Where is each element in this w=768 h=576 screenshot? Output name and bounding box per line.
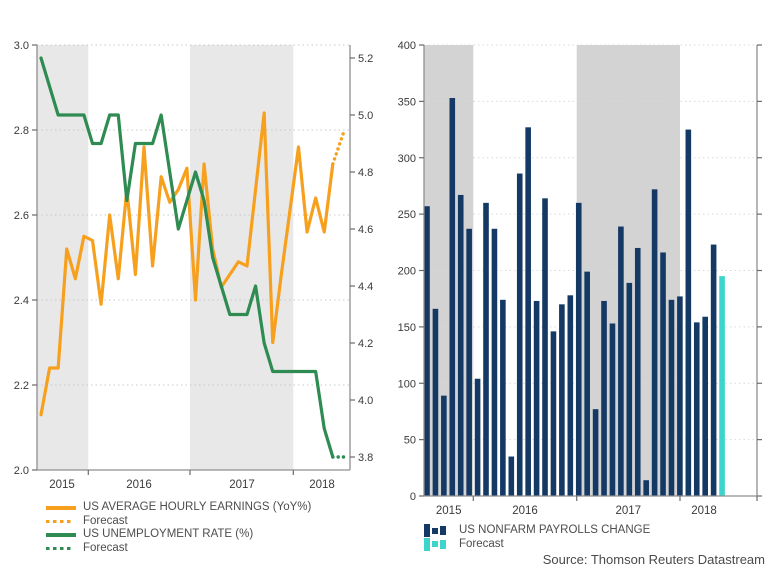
payrolls-bar <box>500 299 506 496</box>
payrolls-bar <box>449 97 456 497</box>
earnings-line <box>39 111 335 417</box>
tick-label: 4.2 <box>358 338 373 350</box>
tick-label: 50 <box>404 435 416 447</box>
payrolls-bar <box>651 189 658 496</box>
payrolls-bar <box>643 480 649 496</box>
legend-item-earnings: US AVERAGE HOURLY EARNINGS (YoY%) <box>46 501 311 515</box>
legend-label: Forecast <box>459 537 504 550</box>
payrolls-bar <box>634 247 641 496</box>
tick-label: 4.4 <box>358 281 373 293</box>
year-label: 2017 <box>616 505 642 517</box>
legend-item-payrolls: US NONFARM PAYROLLS CHANGE <box>424 524 650 538</box>
earnings-unemployment-line-chart: 3.0 2.8 2.6 2.4 2.2 2.0 5.2 5.0 4.8 4.6 4.4 4.2 4.0 3… <box>14 40 374 491</box>
tick-label: 4.0 <box>358 395 373 407</box>
right-chart-legend: US NONFARM PAYROLLS CHANGE Forecast <box>424 524 650 551</box>
unemployment-forecast-dotted-swatch-icon <box>46 546 76 550</box>
recession-shade-band <box>190 45 294 470</box>
left-chart-legend: US AVERAGE HOURLY EARNINGS (YoY%) Foreca… <box>46 501 311 555</box>
tick-label: 4.8 <box>358 167 373 179</box>
payrolls-bar <box>525 127 531 497</box>
payrolls-bars-swatch-icon <box>424 524 452 538</box>
payrolls-bar <box>533 300 540 496</box>
legend-label: US AVERAGE HOURLY EARNINGS (YoY%) <box>83 501 312 514</box>
forecast-dotted-line <box>331 128 347 166</box>
payrolls-bar <box>483 202 489 496</box>
tick-label: 250 <box>398 209 416 221</box>
tick-label: 3.8 <box>358 452 373 464</box>
tick-label: 4.6 <box>358 224 373 236</box>
payrolls-bar <box>441 395 447 496</box>
payrolls-bar <box>457 194 464 496</box>
tick-label: 150 <box>398 322 416 334</box>
legend-item-unemployment: US UNEMPLOYMENT RATE (%) <box>46 528 311 542</box>
tick-label: 5.2 <box>358 53 373 65</box>
legend-label: Forecast <box>83 541 128 554</box>
payrolls-bar <box>516 173 523 496</box>
tick-label: 3.0 <box>14 40 29 52</box>
unemployment-line-swatch-icon <box>46 533 76 537</box>
tick-label: 400 <box>398 40 416 52</box>
payrolls-bar <box>668 299 675 496</box>
payrolls-bar <box>508 456 515 496</box>
payrolls-bar <box>466 228 472 496</box>
earnings-line-swatch-icon <box>46 506 76 510</box>
payrolls-bar <box>550 331 557 496</box>
tick-label: 0 <box>410 491 416 503</box>
year-label: 2016 <box>126 479 152 491</box>
tick-label: 2.8 <box>14 125 29 137</box>
payrolls-bar <box>601 300 607 496</box>
payrolls-bar <box>424 206 430 497</box>
nonfarm-payrolls-bar-chart: 400 350 300 250 200 150 100 50 0 2015 2016 2017 2018 <box>398 40 762 517</box>
tick-label: 2.4 <box>14 295 29 307</box>
year-label: 2015 <box>49 479 75 491</box>
payrolls-bar <box>618 226 624 496</box>
payrolls-bar <box>575 202 582 496</box>
unemployment-line <box>39 56 335 459</box>
earnings-forecast-dotted-swatch-icon <box>46 519 76 523</box>
year-label: 2018 <box>309 479 335 491</box>
year-label: 2018 <box>691 505 717 517</box>
tick-label: 2.2 <box>14 380 29 392</box>
payrolls-bar <box>693 322 700 496</box>
payrolls-bar <box>626 282 633 496</box>
forecast-bars-swatch-icon <box>424 537 452 551</box>
payrolls-bar <box>702 316 708 496</box>
source-credit: Source: Thomson Reuters Datastream <box>542 552 765 567</box>
payrolls-bar <box>474 378 481 496</box>
legend-label: US NONFARM PAYROLLS CHANGE <box>459 524 651 537</box>
tick-label: 2.6 <box>14 210 29 222</box>
tick-label: 350 <box>398 96 416 108</box>
payrolls-bar <box>685 129 692 496</box>
tick-label: 2.0 <box>14 465 29 477</box>
payrolls-bar <box>677 296 683 496</box>
payrolls-bar <box>567 295 574 496</box>
legend-label: Forecast <box>83 514 128 527</box>
payrolls-bar <box>584 271 590 496</box>
tick-label: 300 <box>398 153 416 165</box>
forecast-bar <box>719 276 725 496</box>
payrolls-bar <box>542 198 548 496</box>
tick-label: 200 <box>398 266 416 278</box>
year-label: 2016 <box>512 505 538 517</box>
legend-item-unemployment-forecast: Forecast <box>46 542 311 556</box>
legend-label: US UNEMPLOYMENT RATE (%) <box>83 528 254 541</box>
year-label: 2015 <box>436 505 462 517</box>
payrolls-bar <box>559 304 565 496</box>
tick-label: 5.0 <box>358 110 373 122</box>
payrolls-bar <box>491 228 498 496</box>
payrolls-bar <box>592 409 599 496</box>
legend-item-earnings-forecast: Forecast <box>46 515 311 529</box>
payrolls-bar <box>609 323 616 496</box>
payrolls-bar <box>432 308 439 496</box>
payrolls-bar <box>660 252 666 496</box>
legend-item-payrolls-forecast: Forecast <box>424 537 650 552</box>
year-label: 2017 <box>229 479 255 491</box>
payrolls-bar <box>710 244 717 496</box>
tick-label: 100 <box>398 378 416 390</box>
